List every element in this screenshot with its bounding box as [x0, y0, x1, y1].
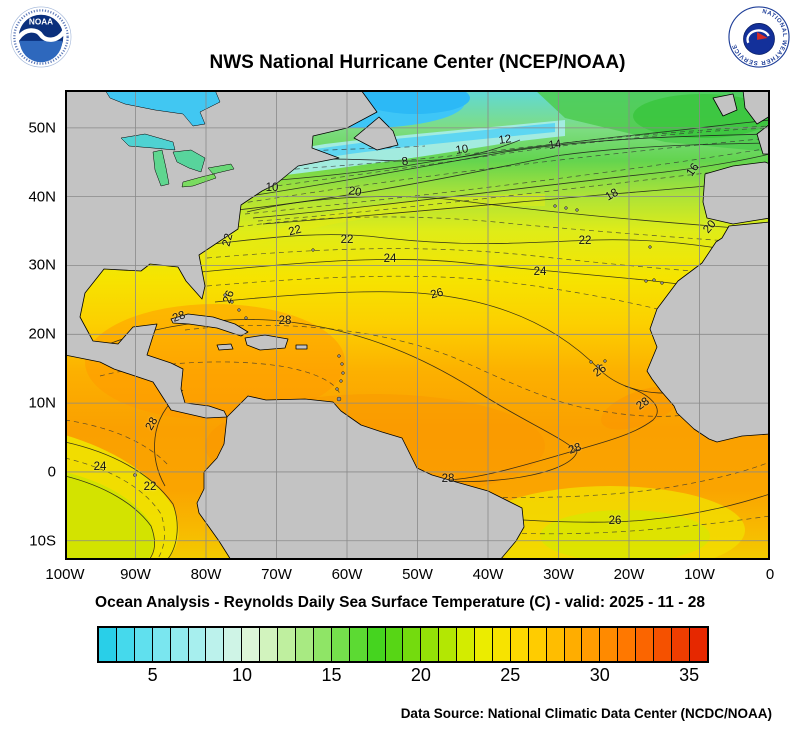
map-frame [65, 90, 770, 560]
colorbar-cell-12 [278, 628, 296, 661]
x-tick-40W: 40W [472, 566, 504, 583]
hudson-bay [104, 89, 221, 127]
colorbar-cell-14 [313, 628, 332, 661]
caption: Ocean Analysis - Reynolds Daily Sea Surf… [95, 594, 705, 611]
x-tick-10W: 10W [684, 566, 715, 583]
colorbar-cell-21 [439, 628, 458, 661]
y-tick-50N: 50N [28, 119, 56, 137]
colorbar-cell-28 [564, 628, 583, 661]
colorbar-cell-15 [331, 628, 350, 661]
x-tick-50W: 50W [402, 566, 433, 583]
colorbar-cell-18 [385, 628, 404, 661]
iberia [702, 161, 771, 225]
africa [646, 221, 771, 443]
x-tick-60W: 60W [331, 566, 363, 583]
lake-michigan [152, 149, 170, 187]
colorbar-cell-16 [349, 628, 368, 661]
lake-ontario [207, 163, 235, 175]
small-islands [133, 204, 664, 477]
north-america [64, 89, 378, 419]
colorbar-tick-35: 35 [679, 665, 700, 685]
noaa-gull-icon [15, 28, 67, 42]
x-tick-90W: 90W [120, 566, 151, 583]
colorbar-cell-10 [242, 628, 261, 661]
nws-logo-graphic: NATIONAL WEATHER SERVICE [728, 6, 790, 68]
newfoundland [353, 116, 399, 151]
colorbar-cell-20 [421, 628, 440, 661]
colorbar-tick-10: 10 [232, 665, 253, 685]
colorbar-cell-4 [134, 628, 153, 661]
grid-layer [65, 90, 770, 560]
colorbar [97, 626, 709, 663]
noaa-ring-text [13, 9, 69, 65]
colorbar-cell-17 [367, 628, 386, 661]
noaa-logo-label: NOAA [29, 17, 53, 26]
colorbar-cell-32 [636, 628, 655, 661]
colorbar-tick-25: 25 [500, 665, 521, 685]
colorbar-tick-5: 5 [147, 665, 158, 685]
colorbar-cell-33 [654, 628, 672, 661]
x-tick-70W: 70W [261, 566, 292, 583]
x-tick-30W: 30W [543, 566, 574, 583]
y-tick-20N: 20N [28, 325, 56, 343]
sst-map [64, 76, 773, 574]
nws-logo[interactable]: NATIONAL WEATHER SERVICE [728, 6, 790, 68]
landmasses [64, 89, 771, 561]
colorbar-cell-31 [618, 628, 637, 661]
ireland [712, 93, 738, 117]
colorbar-cell-6 [170, 628, 189, 661]
y-tick-30N: 30N [28, 256, 56, 274]
noaa-logo-graphic: NOAA [10, 6, 72, 68]
y-tick-10S: 10S [29, 532, 56, 550]
colorbar-cell-9 [224, 628, 243, 661]
data-source: Data Source: National Climatic Data Cent… [400, 706, 772, 721]
x-tick-100W: 100W [45, 566, 85, 583]
lake-huron [172, 149, 206, 173]
colorbar-ticks: 5 10 15 20 25 30 35 [99, 665, 707, 689]
y-tick-0: 0 [47, 463, 56, 481]
inland-waters [104, 89, 235, 188]
y-tick-10N: 10N [28, 394, 56, 412]
colorbar-cell-13 [295, 628, 314, 661]
colorbar-cell-22 [457, 628, 476, 661]
colorbar-tick-20: 20 [410, 665, 431, 685]
colorbar-cell-2 [99, 628, 117, 661]
nws-red-flag-icon [757, 32, 768, 40]
puerto-rico [295, 344, 308, 350]
jamaica [216, 343, 234, 351]
colorbar-cell-35 [689, 628, 707, 661]
colorbar-tick-30: 30 [589, 665, 610, 685]
x-tick-80W: 80W [190, 566, 222, 583]
lake-superior [120, 133, 176, 151]
nws-swoosh-icon [746, 29, 770, 44]
x-tick-0: 0 [765, 566, 775, 583]
colorbar-cell-3 [116, 628, 135, 661]
lake-erie [181, 173, 217, 188]
colorbar-cell-23 [475, 628, 493, 661]
south-america [196, 395, 525, 561]
x-tick-20W: 20W [613, 566, 645, 583]
y-tick-40N: 40N [28, 188, 56, 206]
hispaniola [244, 334, 289, 351]
colorbar-cell-25 [510, 628, 529, 661]
colorbar-cell-24 [492, 628, 511, 661]
colorbar-cell-11 [260, 628, 279, 661]
colorbar-cell-26 [528, 628, 547, 661]
colorbar-cell-5 [152, 628, 171, 661]
colorbar-cell-8 [206, 628, 225, 661]
sst-map-canvas [64, 76, 773, 574]
page-title: NWS National Hurricane Center (NCEP/NOAA… [209, 52, 626, 73]
colorbar-cell-27 [546, 628, 565, 661]
colorbar-cell-30 [600, 628, 619, 661]
colorbar-cell-29 [582, 628, 601, 661]
noaa-logo[interactable]: NOAA [10, 6, 72, 68]
colorbar-cell-7 [188, 628, 207, 661]
colorbar-cell-34 [672, 628, 690, 661]
colorbar-tick-15: 15 [321, 665, 342, 685]
colorbar-cell-19 [403, 628, 422, 661]
